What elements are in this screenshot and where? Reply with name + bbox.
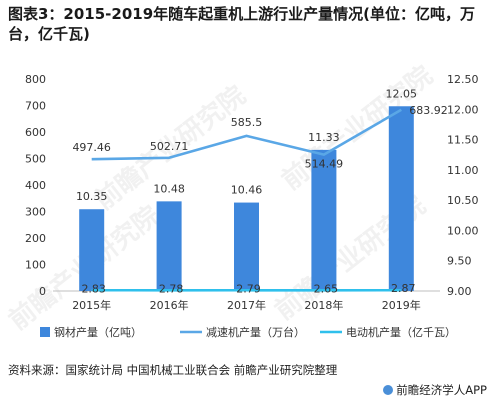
bar-data-label: 12.05 — [386, 87, 418, 100]
reducer-data-label: 585.5 — [231, 116, 263, 129]
legend-motor-label: 电动机产量（亿千瓦） — [346, 325, 456, 339]
motor-data-label: 2.65 — [314, 282, 339, 295]
bar-steel — [234, 202, 259, 291]
y-right-tick-label: 10.50 — [447, 194, 479, 207]
bar-data-label: 10.35 — [76, 190, 108, 203]
bar-data-label: 10.48 — [153, 182, 185, 195]
legend-steel-label: 钢材产量（亿吨） — [54, 325, 142, 339]
bar-steel — [156, 201, 182, 291]
bar-steel — [79, 209, 105, 291]
reducer-data-label: 683.92 — [409, 104, 448, 117]
bar-steel — [388, 106, 414, 291]
bar-data-label: 11.33 — [308, 131, 340, 144]
x-tick-label: 2018年 — [304, 298, 343, 312]
motor-data-label: 2.83 — [81, 282, 106, 295]
y-left-tick-label: 0 — [39, 285, 46, 298]
y-left-tick-label: 800 — [25, 73, 46, 86]
x-tick-label: 2019年 — [382, 298, 421, 312]
y-right-tick-label: 10.00 — [447, 224, 479, 237]
y-right-tick-label: 12.00 — [447, 103, 479, 116]
y-right-tick-label: 9.50 — [447, 255, 472, 268]
brand-footer: 前瞻经济学人APP — [383, 382, 487, 398]
legend-steel-swatch — [40, 327, 50, 337]
y-left-tick-label: 600 — [25, 126, 46, 139]
y-left-tick-label: 500 — [25, 153, 46, 166]
bar-data-label: 10.46 — [231, 184, 263, 197]
reducer-data-label: 502.71 — [150, 140, 189, 153]
chart-title: 图表3：2015-2019年随车起重机上游行业产量情况(单位：亿吨，万台，亿千瓦… — [8, 5, 476, 43]
x-tick-label: 2016年 — [150, 298, 189, 312]
y-left-tick-label: 300 — [25, 206, 46, 219]
reducer-data-label: 497.46 — [72, 141, 111, 154]
y-right-tick-label: 11.00 — [447, 164, 479, 177]
motor-data-label: 2.78 — [159, 282, 184, 295]
x-tick-label: 2015年 — [72, 298, 111, 312]
reducer-data-label: 514.49 — [305, 158, 344, 171]
y-right-tick-label: 12.50 — [447, 73, 479, 86]
chart-area: 0 100 200 300 400 500 600 700 800 9.00 9.50 10.00 10… — [25, 73, 479, 339]
y-right-tick-label: 11.50 — [447, 134, 479, 147]
brand-logo-icon — [383, 385, 394, 395]
y-left-tick-label: 400 — [25, 179, 46, 192]
y-left-tick-label: 700 — [25, 100, 46, 113]
reducer-line — [91, 108, 402, 161]
motor-data-label: 2.79 — [236, 282, 261, 295]
x-tick-label: 2017年 — [227, 298, 266, 312]
legend-reducer-label: 减速机产量（万台） — [206, 325, 305, 339]
motor-data-label: 2.87 — [391, 282, 416, 295]
bar-steel — [311, 149, 337, 291]
y-left-tick-label: 200 — [25, 232, 46, 245]
brand-label: 前瞻经济学人APP — [396, 383, 487, 397]
y-right-tick-label: 9.00 — [447, 285, 472, 298]
y-left-tick-label: 100 — [25, 259, 46, 272]
source-note: 资料来源：国家统计局 中国机械工业联合会 前瞻产业研究院整理 — [8, 363, 338, 377]
